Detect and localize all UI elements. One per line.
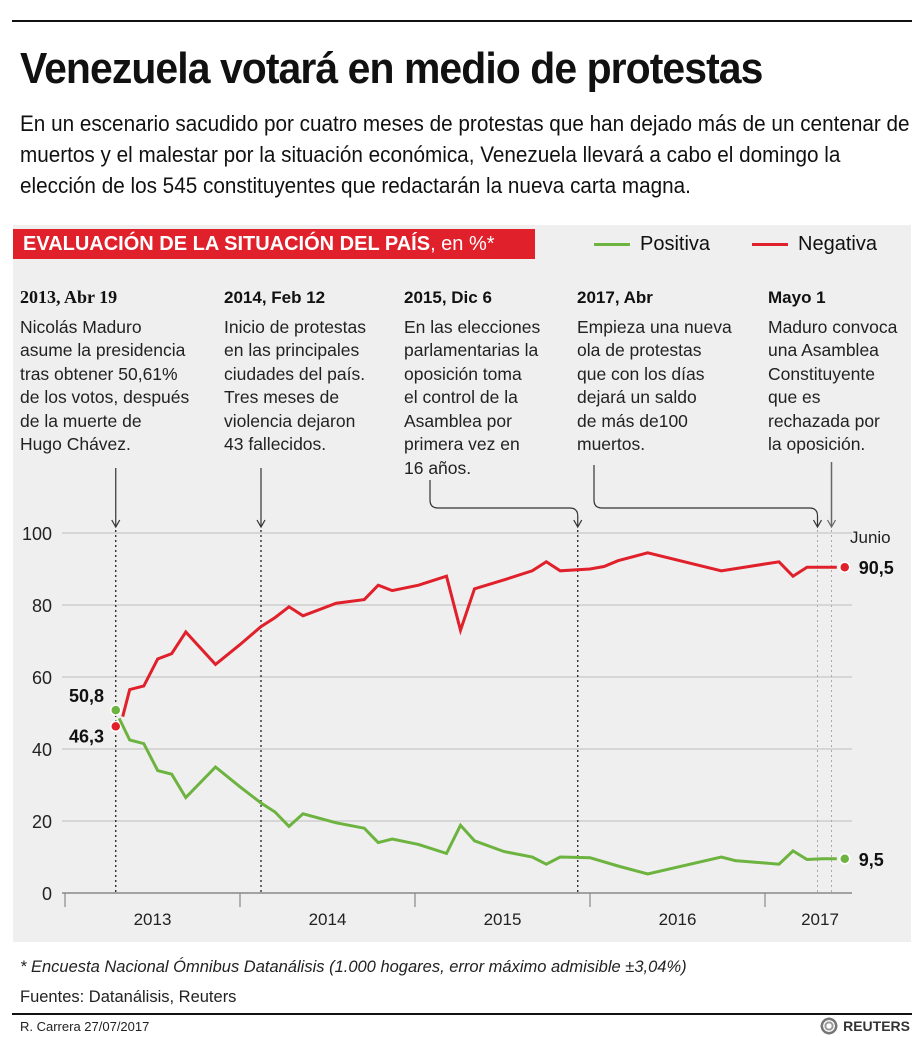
y-tick-label: 100: [22, 524, 52, 544]
legend-label-positiva: Positiva: [640, 233, 711, 255]
end-value-label: 90,5: [859, 558, 894, 578]
reuters-logo: REUTERS: [820, 1017, 910, 1035]
annotation-leader: [593, 465, 819, 527]
series-line-positiva: [117, 717, 837, 876]
annotation-leader: [429, 480, 579, 527]
annotation-text: Empieza una nueva ola de protestas que c…: [577, 316, 732, 455]
x-tick-label: 2014: [309, 910, 347, 929]
end-value-label: 9,5: [859, 850, 884, 870]
sources: Fuentes: Datanálisis, Reuters: [20, 988, 237, 1006]
y-tick-label: 60: [32, 668, 52, 688]
start-point-positiva: [110, 704, 122, 716]
legend-item-positiva: Positiva: [594, 231, 710, 257]
y-tick-label: 80: [32, 596, 52, 616]
arrow-head-icon: [256, 519, 266, 529]
annotation-2013-apr: 2013, Abr 19 Nicolás Maduro asume la pre…: [20, 286, 200, 457]
chart-title-unit: , en %*: [430, 233, 495, 255]
page-title: Venezuela votará en medio de protestas: [20, 44, 763, 93]
y-tick-label: 40: [32, 740, 52, 760]
annotation-text: Inicio de protestas en las principales c…: [224, 316, 367, 455]
x-tick-label: 2016: [659, 910, 697, 929]
chart-title-main: EVALUACIÓN DE LA SITUACIÓN DEL PAÍS: [23, 233, 431, 255]
annotation-2015-dec: 2015, Dic 6 En las elecciones parlamenta…: [404, 286, 569, 480]
end-date-label: Junio: [850, 528, 891, 547]
legend-swatch-positiva: [594, 242, 630, 246]
annotation-text: Maduro convoca una Asamblea Constituyent…: [768, 316, 898, 455]
series-line-negativa: [121, 551, 837, 717]
annotation-2017-may: Mayo 1 Maduro convoca una Asamblea Const…: [768, 286, 918, 457]
y-tick-label: 20: [32, 812, 52, 832]
footnote: * Encuesta Nacional Ómnibus Datanálisis …: [20, 958, 687, 976]
reuters-dots-icon: [820, 1017, 839, 1035]
bottom-rule: [12, 1013, 912, 1015]
annotation-date: 2014, Feb 12: [224, 288, 326, 307]
legend-swatch-negativa: [752, 242, 788, 246]
y-tick-label: 0: [42, 884, 52, 904]
annotation-date: 2015, Dic 6: [404, 288, 492, 307]
chart-panel: [13, 225, 911, 942]
start-point-negativa: [110, 720, 122, 733]
arrow-head-icon: [573, 519, 583, 529]
arrow-head-icon: [111, 519, 121, 529]
page-subtitle: En un escenario sacudido por cuatro mese…: [20, 111, 910, 198]
annotation-date: Mayo 1: [768, 288, 826, 307]
start-value-label: 46,3: [69, 726, 104, 746]
x-tick-label: 2013: [134, 910, 172, 929]
brand-name: REUTERS: [843, 1018, 910, 1034]
credit: R. Carrera 27/07/2017: [20, 1019, 150, 1034]
annotation-2014-feb: 2014, Feb 12 Inicio de protestas en las …: [224, 286, 394, 457]
legend-item-negativa: Negativa: [752, 231, 877, 257]
annotation-text: Nicolás Maduro asume la presidencia tras…: [20, 316, 190, 455]
end-point-positiva: [839, 853, 851, 865]
arrow-head-icon: [826, 519, 837, 529]
x-tick-label: 2017: [801, 910, 839, 929]
chart-title: EVALUACIÓN DE LA SITUACIÓN DEL PAÍS, en …: [13, 229, 535, 259]
x-tick-label: 2015: [484, 910, 522, 929]
legend-label-negativa: Negativa: [798, 233, 877, 255]
annotation-date: 2013, Abr 19: [20, 287, 118, 307]
annotation-date: 2017, Abr: [577, 288, 653, 307]
end-point-negativa: [839, 561, 851, 573]
start-value-label: 50,8: [69, 686, 104, 706]
annotation-2017-apr: 2017, Abr Empieza una nueva ola de prote…: [577, 286, 752, 457]
annotation-text: En las elecciones parlamentarias la opos…: [404, 316, 541, 478]
arrow-head-icon: [812, 519, 823, 529]
top-rule: [12, 20, 912, 22]
